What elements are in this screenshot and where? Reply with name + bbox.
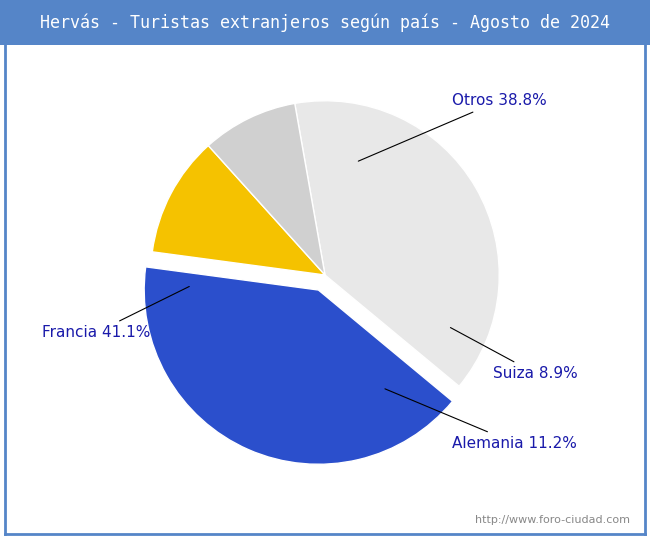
Text: http://www.foro-ciudad.com: http://www.foro-ciudad.com <box>476 515 630 525</box>
Wedge shape <box>144 267 452 464</box>
Text: Hervás - Turistas extranjeros según país - Agosto de 2024: Hervás - Turistas extranjeros según país… <box>40 13 610 32</box>
Wedge shape <box>294 101 499 386</box>
Text: Otros 38.8%: Otros 38.8% <box>358 94 547 161</box>
Text: Francia 41.1%: Francia 41.1% <box>42 287 189 340</box>
Text: Alemania 11.2%: Alemania 11.2% <box>385 389 577 450</box>
Bar <box>0 0 650 45</box>
Wedge shape <box>208 103 325 275</box>
Text: Suiza 8.9%: Suiza 8.9% <box>450 328 578 381</box>
Wedge shape <box>152 146 325 275</box>
